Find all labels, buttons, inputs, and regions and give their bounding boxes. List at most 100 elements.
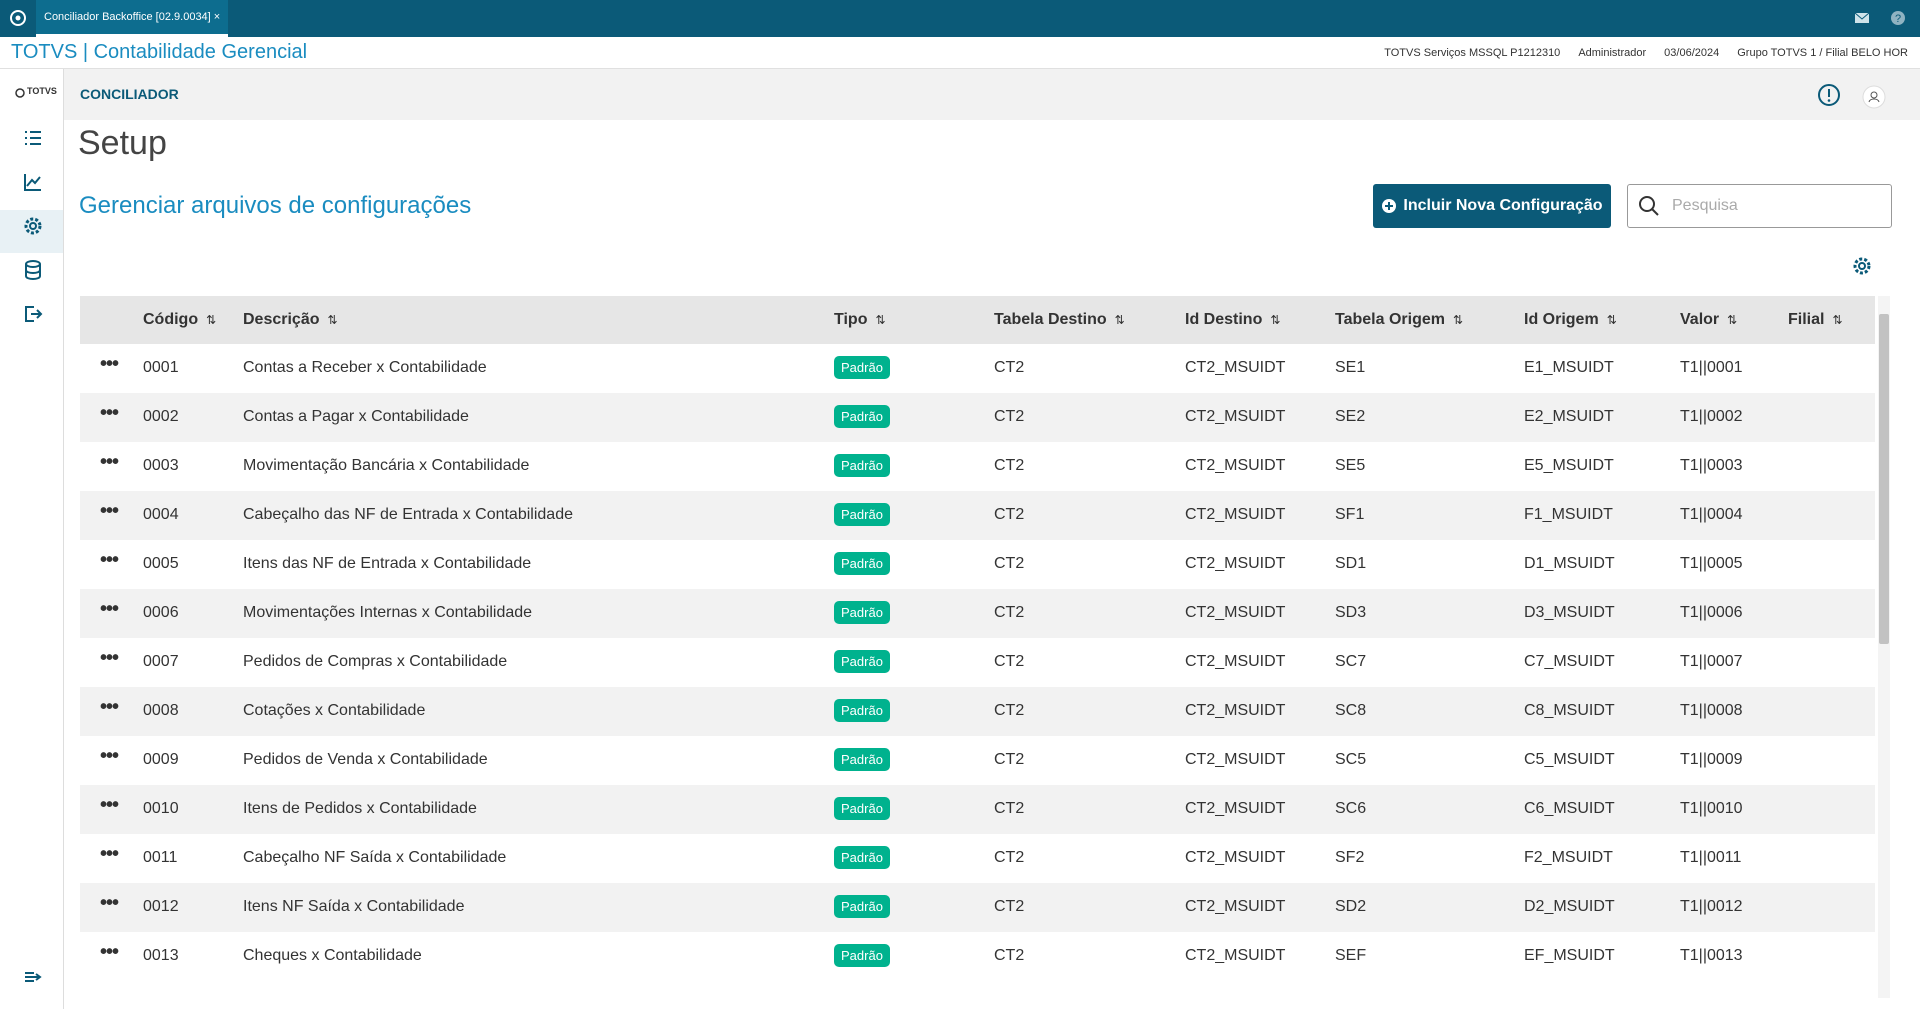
table-row: ••• 0012 Itens NF Saída x Contabilidade Pad… [80,883,1875,932]
row-actions[interactable]: ••• [100,745,119,767]
table-cell: 0013 [143,947,179,964]
column-header[interactable]: Descrição ⇅ [243,311,338,329]
table-cell: T1||0002 [1680,408,1743,425]
row-actions[interactable]: ••• [100,402,119,424]
page-title: Setup [78,124,167,162]
table-row: ••• 0011 Cabeçalho NF Saída x Contabilidad… [80,834,1875,883]
row-actions[interactable]: ••• [100,696,119,718]
column-label: Id Origem [1524,311,1599,328]
table-cell: Cheques x Contabilidade [243,947,422,964]
header-info-item: TOTVS Serviços MSSQL P1212310 [1384,47,1561,59]
table-cell: Itens NF Saída x Contabilidade [243,898,465,915]
sort-icon[interactable]: ⇅ [1727,313,1738,327]
column-header[interactable]: Id Destino ⇅ [1185,311,1280,329]
sort-icon[interactable]: ⇅ [1270,313,1281,327]
table-cell: SC7 [1335,653,1367,670]
type-badge: Padrão [834,699,890,722]
row-actions[interactable]: ••• [100,500,119,522]
info-icon[interactable] [1817,83,1841,107]
app-bar [0,37,1920,69]
search-input[interactable] [1627,184,1892,228]
table-cell: T1||0013 [1680,947,1743,964]
user-icon[interactable] [1862,85,1886,109]
table-cell: CT2_MSUIDT [1185,947,1286,964]
column-label: Tipo [834,311,868,328]
column-header[interactable]: Tabela Destino ⇅ [994,311,1125,329]
table-cell: T1||0006 [1680,604,1743,621]
column-header[interactable]: Tipo ⇅ [834,311,886,329]
column-header[interactable]: Id Origem ⇅ [1524,311,1617,329]
table-cell: CT2 [994,702,1025,719]
table-cell: 0002 [143,408,179,425]
table-cell: Itens das NF de Entrada x Contabilidade [243,555,532,572]
table-cell: E5_MSUIDT [1524,457,1614,474]
table-cell: CT2 [994,457,1025,474]
menu-settings-icon[interactable] [22,215,44,237]
table-cell: CT2 [994,947,1025,964]
title-bar [0,0,1920,37]
table-cell: SD1 [1335,555,1367,572]
row-actions[interactable]: ••• [100,451,119,473]
plus-icon [1382,199,1397,213]
sort-icon[interactable]: ⇅ [327,313,338,327]
column-header[interactable]: Tabela Origem ⇅ [1335,311,1463,329]
config-table: Código ⇅ Descrição ⇅ Tipo ⇅ Tabela Destino ⇅ Id … [80,296,1875,998]
row-actions[interactable]: ••• [100,794,119,816]
table-cell: SC5 [1335,751,1367,768]
browser-tab[interactable]: Conciliador Backoffice [02.9.0034] × [36,0,229,37]
scrollbar-thumb[interactable] [1879,314,1889,644]
table-cell: SF2 [1335,849,1365,866]
table-cell: CT2 [994,800,1025,817]
menu-database-icon[interactable] [22,259,44,281]
menu-exit-icon[interactable] [22,303,44,325]
table-row: ••• 0013 Cheques x Contabilidade Padrão CT2 C… [80,932,1875,981]
table-cell: 0009 [143,751,179,768]
row-actions[interactable]: ••• [100,353,119,375]
column-header[interactable]: Filial ⇅ [1788,311,1843,329]
sort-icon[interactable]: ⇅ [1114,313,1125,327]
column-header[interactable]: Valor ⇅ [1680,311,1737,329]
table-cell: SE1 [1335,359,1366,376]
table-cell: CT2 [994,849,1025,866]
table-cell: T1||0004 [1680,506,1743,523]
collapse-icon[interactable] [22,966,44,988]
table-cell: CT2_MSUIDT [1185,751,1286,768]
table-cell: Pedidos de Venda x Contabilidade [243,751,488,768]
table-cell: SE2 [1335,408,1366,425]
table-cell: Cabeçalho das NF de Entrada x Contabilid… [243,506,573,523]
row-actions[interactable]: ••• [100,647,119,669]
menu-list-icon[interactable] [22,127,44,149]
row-actions[interactable]: ••• [100,598,119,620]
sort-icon[interactable]: ⇅ [1832,313,1843,327]
table-cell: C7_MSUIDT [1524,653,1615,670]
sort-icon[interactable]: ⇅ [206,313,217,327]
help-icon[interactable]: ? [1890,10,1906,26]
svg-text:?: ? [1895,13,1901,25]
sort-icon[interactable]: ⇅ [875,313,886,327]
table-cell: CT2_MSUIDT [1185,457,1286,474]
mail-icon[interactable] [1854,11,1870,25]
column-header[interactable]: Código ⇅ [143,311,216,329]
row-actions[interactable]: ••• [100,892,119,914]
sort-icon[interactable]: ⇅ [1452,313,1464,327]
table-cell: EF_MSUIDT [1524,947,1615,964]
row-actions[interactable]: ••• [100,941,119,963]
add-config-button[interactable]: Incluir Nova Configuração [1373,184,1611,228]
type-badge: Padrão [834,601,890,624]
table-cell: CT2_MSUIDT [1185,849,1286,866]
row-actions[interactable]: ••• [100,549,119,571]
sort-icon[interactable]: ⇅ [1606,313,1617,327]
table-cell: CT2_MSUIDT [1185,702,1286,719]
menu-chart-icon[interactable] [22,171,44,193]
table-settings-icon[interactable] [1851,255,1873,277]
header-info: TOTVS Serviços MSSQL P1212310 Administrad… [1384,37,1908,69]
table-row: ••• 0004 Cabeçalho das NF de Entrada x Con… [80,491,1875,540]
section-title: CONCILIADOR [80,86,179,102]
table-cell: 0010 [143,800,179,817]
table-cell: CT2 [994,555,1025,572]
table-cell: T1||0001 [1680,359,1743,376]
type-badge: Padrão [834,356,890,379]
table-cell: T1||0011 [1680,849,1742,866]
row-actions[interactable]: ••• [100,843,119,865]
column-label: Filial [1788,311,1825,328]
